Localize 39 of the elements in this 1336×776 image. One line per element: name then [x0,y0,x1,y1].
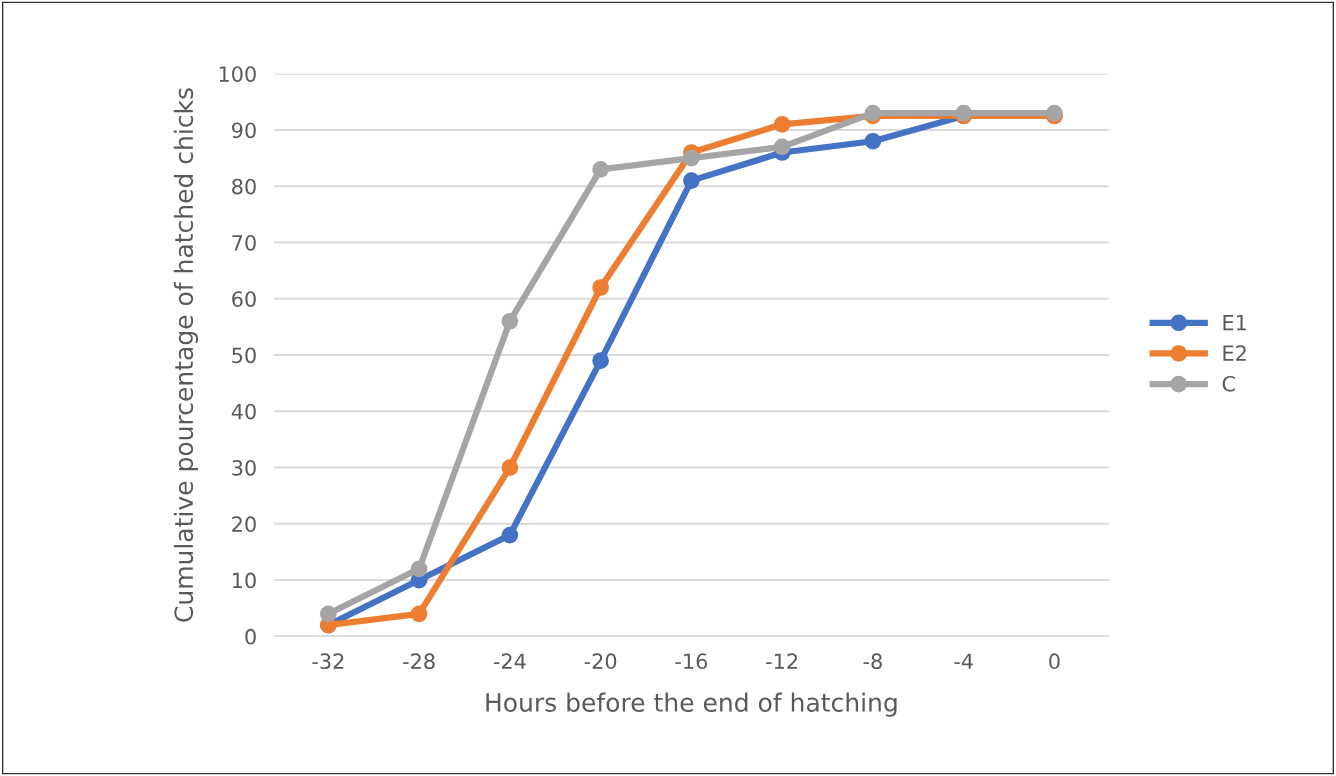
point [320,605,337,623]
x-tick-label: -12 [766,653,798,669]
y-tick-label: 50 [232,347,256,364]
y-tick-label: 20 [232,516,256,533]
y-tick-label: 100 [219,66,256,82]
point [683,149,700,167]
x-axis-title: Hours before the end of hatching [486,692,897,717]
point [501,526,519,544]
point [592,279,609,296]
x-tick-label: -8 [863,653,882,670]
x-tick-label: -4 [954,653,973,669]
x-tick-label: -20 [584,653,617,670]
point [773,116,791,133]
point [864,132,882,150]
x-tick-label: -16 [675,653,708,670]
y-tick-label: 70 [232,234,256,251]
point [501,312,519,330]
y-tick-label: 0 [245,628,256,645]
y-tick-label: 80 [232,178,256,195]
x-tick-label: 0 [1049,653,1060,670]
y-tick-label: 90 [232,122,256,139]
y-tick-label: 40 [231,403,256,420]
y-tick-label: 30 [232,459,256,476]
point [683,172,700,189]
x-tick-label: -24 [493,653,526,669]
x-tick-label: -28 [403,653,435,670]
x-tick-label: -32 [312,653,344,670]
legend-label: C [1222,375,1235,392]
y-axis-title: Cumulative pourcentage of hatched chicks [173,88,198,622]
point [592,161,609,178]
point [410,560,428,578]
y-tick-label: 60 [232,291,256,307]
point [410,605,428,623]
y-tick-label: 10 [232,572,256,589]
legend-label: E2 [1223,345,1246,361]
legend-label: E1 [1223,315,1246,331]
point [501,459,519,476]
point [592,352,609,369]
point [773,138,791,156]
